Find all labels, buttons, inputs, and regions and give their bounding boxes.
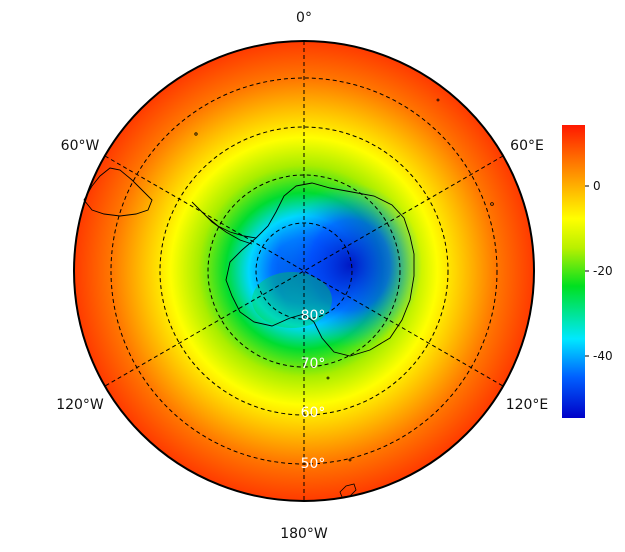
- lon-label-180w: 180°W: [280, 526, 328, 542]
- lat-label-80: 80°: [301, 308, 326, 324]
- lon-label-60w: 60°W: [61, 138, 100, 154]
- colorbar-label-minus40: -40: [593, 349, 613, 363]
- ross-sea-region: [252, 272, 332, 328]
- colorbar-label-0: 0: [593, 179, 601, 193]
- graticule: [104, 41, 504, 501]
- lat-label-50: 50°: [301, 456, 326, 472]
- antarctic-peninsula-coastline: [191, 201, 257, 245]
- colorbar-ramp: [562, 125, 585, 418]
- lat-label-70: 70°: [301, 356, 326, 372]
- map-boundary: [73, 40, 535, 502]
- south-america-coastline: [83, 167, 153, 217]
- lon-label-0: 0°: [296, 10, 312, 26]
- lon-label-60e: 60°E: [510, 138, 544, 154]
- lon-label-120e: 120°E: [506, 397, 549, 413]
- colorbar: 0 -20 -40: [562, 125, 613, 418]
- antarctica-coastline: [225, 182, 415, 357]
- field-layer: [74, 41, 534, 501]
- island-marks: [194, 98, 494, 462]
- lon-label-120w: 120°W: [56, 397, 104, 413]
- colorbar-label-minus20: -20: [593, 264, 613, 278]
- lat-label-60: 60°: [301, 405, 326, 421]
